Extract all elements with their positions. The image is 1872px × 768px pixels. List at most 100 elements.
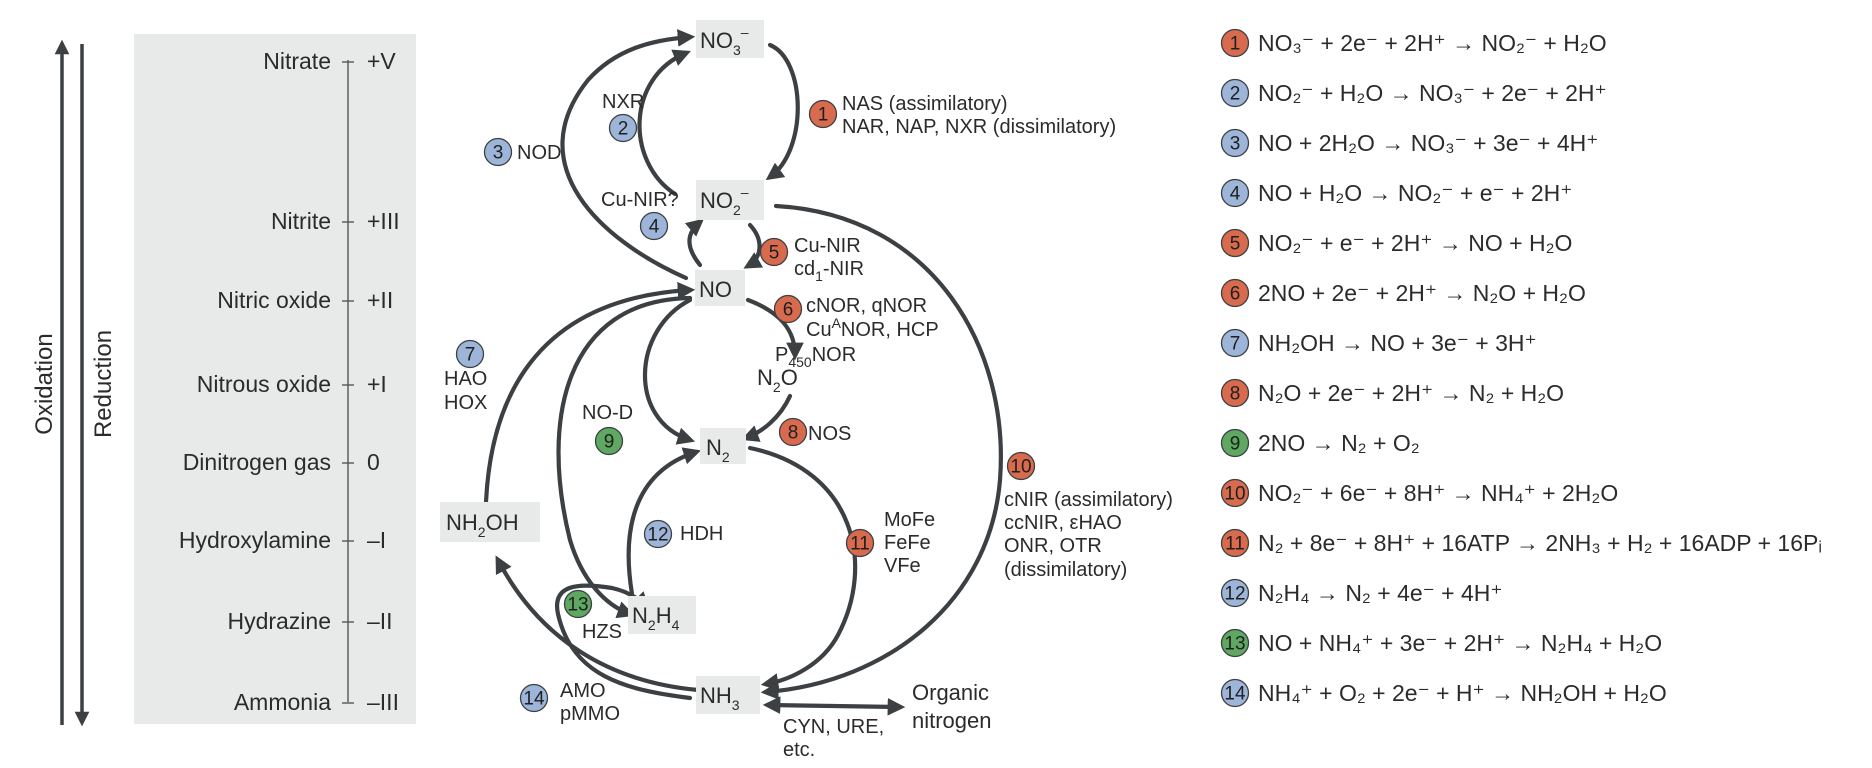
state-name: Nitrite — [271, 208, 331, 234]
equation-badge-7: 7 — [1220, 328, 1250, 358]
svg-text:P450NOR: P450NOR — [775, 344, 856, 370]
reaction-badge-13: 13 — [563, 589, 593, 619]
reaction-badge-6: 6 — [773, 294, 803, 324]
svg-text:1: 1 — [1230, 34, 1241, 55]
reaction-badge-12: 12 — [643, 519, 673, 549]
svg-text:HOX: HOX — [444, 392, 487, 414]
svg-text:N2: N2 — [706, 435, 730, 465]
svg-text:3: 3 — [493, 143, 504, 164]
svg-text:NOS: NOS — [808, 423, 851, 445]
equation-list: 1 NO₃⁻ + 2e⁻ + 2H⁺ → NO₂⁻ + H₂O 2 NO₂⁻ + H₂… — [1220, 28, 1822, 708]
oxidation-state-row: Ammonia –III — [234, 689, 399, 715]
svg-text:8: 8 — [788, 423, 799, 444]
svg-text:2: 2 — [618, 119, 629, 140]
reaction-badge-10: 10 — [1006, 451, 1036, 481]
reaction-badge-4: 4 — [639, 211, 669, 241]
oxidation-state-row: Hydrazine –II — [227, 608, 392, 634]
svg-text:VFe: VFe — [884, 555, 921, 577]
svg-text:(dissimilatory): (dissimilatory) — [1004, 559, 1127, 581]
svg-text:13: 13 — [567, 595, 588, 616]
svg-text:NAR, NAP, NXR (dissimilatory): NAR, NAP, NXR (dissimilatory) — [842, 116, 1116, 138]
species-nitrate: NO3– — [696, 20, 764, 58]
equation-badge-10: 10 — [1220, 478, 1250, 508]
reaction-badge-5: 5 — [759, 237, 789, 267]
oxidation-state-row: Nitric oxide +II — [217, 287, 393, 313]
arrow-n2o-to-n2 — [741, 393, 793, 442]
arrow-nitrite-to-no — [743, 222, 764, 269]
svg-text:Organic: Organic — [912, 680, 989, 705]
svg-text:FeFe: FeFe — [884, 532, 931, 554]
state-value: –I — [367, 527, 386, 553]
state-name: Nitric oxide — [217, 287, 331, 313]
equation-badge-9: 9 — [1220, 428, 1250, 458]
panel-background — [134, 34, 416, 724]
equation-row: 13 NO + NH₄⁺ + 3e⁻ + 2H⁺ → N₂H₄ + H₂O — [1220, 628, 1662, 658]
equation-text: N₂ + 8e⁻ + 8H⁺ + 16ATP → 2NH₃ + H₂ + 16A… — [1258, 530, 1822, 556]
pathway-arrows — [483, 29, 1003, 716]
svg-text:12: 12 — [1224, 584, 1245, 605]
oxidation-state-row: Nitrite +III — [271, 208, 400, 234]
equation-row: 9 2NO → N₂ + O₂ — [1220, 428, 1420, 458]
equation-text: N₂O + 2e⁻ + 2H⁺ → N₂ + H₂O — [1258, 380, 1564, 406]
equation-badge-2: 2 — [1220, 78, 1250, 108]
svg-text:NXR: NXR — [602, 91, 644, 113]
state-value: +V — [367, 48, 396, 74]
svg-text:HDH: HDH — [680, 523, 723, 545]
svg-text:11: 11 — [850, 534, 870, 555]
svg-text:3: 3 — [1230, 134, 1241, 155]
equation-row: 1 NO₃⁻ + 2e⁻ + 2H⁺ → NO₂⁻ + H₂O — [1220, 28, 1607, 58]
equation-row: 6 2NO + 2e⁻ + 2H⁺ → N₂O + H₂O — [1220, 278, 1586, 308]
oxidation-state-row: Nitrous oxide +I — [197, 371, 387, 397]
equation-badge-5: 5 — [1220, 228, 1250, 258]
arrow-n2h4-to-n2 — [626, 447, 702, 597]
equation-row: 2 NO₂⁻ + H₂O → NO₃⁻ + 2e⁻ + 2H⁺ — [1220, 78, 1607, 108]
equation-badge-14: 14 — [1220, 678, 1250, 708]
svg-text:10: 10 — [1224, 484, 1245, 505]
species-nitrite: NO2– — [696, 180, 764, 220]
svg-text:NO: NO — [699, 277, 732, 302]
state-name: Nitrate — [263, 48, 331, 74]
equation-badge-1: 1 — [1220, 28, 1250, 58]
svg-text:HAO: HAO — [444, 368, 487, 390]
equation-badge-3: 3 — [1220, 128, 1250, 158]
svg-text:4: 4 — [649, 217, 660, 238]
species-nitric-oxide: NO — [695, 270, 745, 306]
arrow-no-to-n2-nod — [643, 297, 696, 445]
equation-text: NO₂⁻ + 6e⁻ + 8H⁺ → NH₄⁺ + 2H₂O — [1258, 480, 1618, 506]
svg-text:6: 6 — [1230, 284, 1241, 305]
equation-badge-4: 4 — [1220, 178, 1250, 208]
oxidation-state-row: Nitrate +V — [263, 48, 396, 74]
svg-text:11: 11 — [1225, 534, 1245, 555]
svg-text:NAS (assimilatory): NAS (assimilatory) — [842, 93, 1008, 115]
svg-text:cd1-NIR: cd1-NIR — [794, 258, 864, 284]
reduction-label: Reduction — [90, 330, 117, 438]
svg-text:ccNIR, εHAO: ccNIR, εHAO — [1004, 512, 1122, 534]
equation-row: 11 N₂ + 8e⁻ + 8H⁺ + 16ATP → 2NH₃ + H₂ + 1… — [1220, 528, 1822, 558]
svg-text:MoFe: MoFe — [884, 509, 935, 531]
equation-row: 10 NO₂⁻ + 6e⁻ + 8H⁺ → NH₄⁺ + 2H₂O — [1220, 478, 1618, 508]
svg-text:12: 12 — [647, 525, 668, 546]
svg-text:N2H4: N2H4 — [632, 603, 680, 633]
svg-text:CuANOR, HCP: CuANOR, HCP — [806, 315, 939, 341]
equation-row: 5 NO₂⁻ + e⁻ + 2H⁺ → NO + H₂O — [1220, 228, 1572, 258]
equation-text: NO + NH₄⁺ + 3e⁻ + 2H⁺ → N₂H₄ + H₂O — [1258, 630, 1662, 656]
arrow-no-to-n2o — [745, 297, 804, 361]
svg-text:HZS: HZS — [582, 621, 622, 643]
svg-text:nitrogen: nitrogen — [912, 708, 992, 733]
reaction-badge-7: 7 — [455, 339, 485, 369]
state-name: Nitrous oxide — [197, 371, 331, 397]
arrow-n2-to-nh3 — [747, 445, 858, 691]
equation-text: NO₂⁻ + H₂O → NO₃⁻ + 2e⁻ + 2H⁺ — [1258, 80, 1607, 106]
svg-text:5: 5 — [769, 243, 780, 264]
svg-text:NO-D: NO-D — [582, 402, 633, 424]
equation-text: NO₂⁻ + e⁻ + 2H⁺ → NO + H₂O — [1258, 230, 1572, 256]
svg-text:14: 14 — [523, 689, 545, 710]
oxidation-label: Oxidation — [31, 333, 58, 434]
equation-row: 7 NH₂OH → NO + 3e⁻ + 3H⁺ — [1220, 328, 1537, 358]
svg-text:6: 6 — [783, 300, 794, 321]
arrow-no-to-n2h4 — [556, 295, 693, 619]
equation-text: NO₃⁻ + 2e⁻ + 2H⁺ → NO₂⁻ + H₂O — [1258, 30, 1607, 56]
equation-text: NO + H₂O → NO₂⁻ + e⁻ + 2H⁺ — [1258, 180, 1572, 206]
